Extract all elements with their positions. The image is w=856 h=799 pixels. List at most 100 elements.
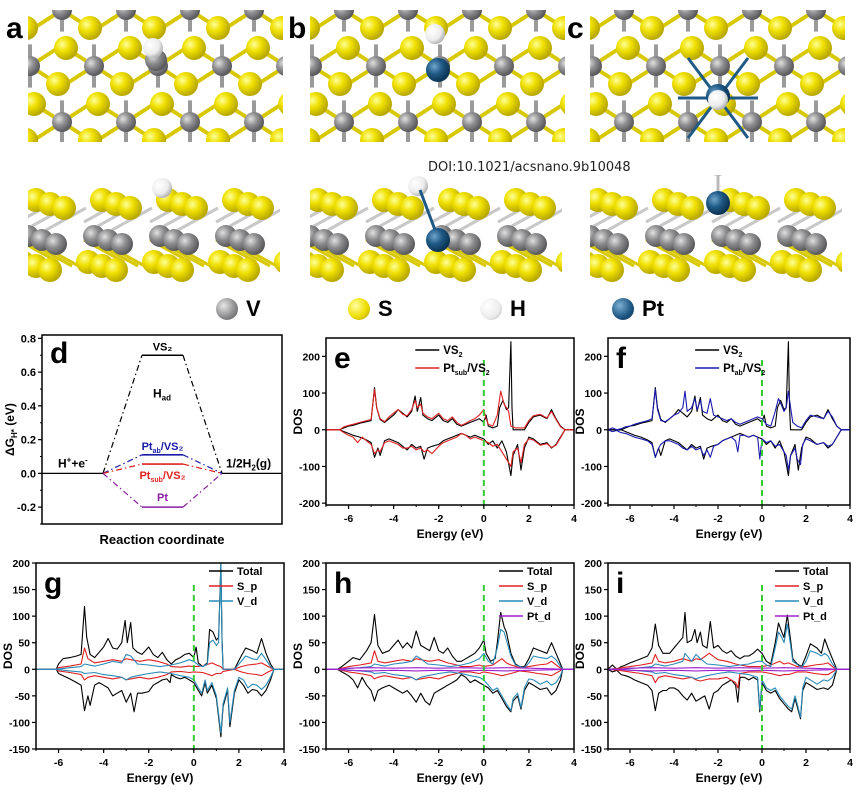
sulfur-atom [452, 258, 476, 282]
sulfur-atom [78, 128, 102, 142]
bond [310, 64, 314, 70]
chart-i-pdos: -150 -100 -50 0 50 100 150 200 -6 -4 -2 0 2 4 Energy (… [573, 558, 853, 785]
sulfur-atom [28, 92, 46, 116]
top-view-a [0, 0, 283, 252]
series-pt-ab-vs2-path-right [182, 454, 223, 474]
y-tick-label: -50 [587, 691, 602, 703]
bond [280, 122, 308, 140]
sulfur-atom [214, 0, 238, 4]
atom-legend-h: H [480, 296, 526, 322]
x-tick-label: -4 [669, 757, 678, 769]
sulfur-atom [208, 148, 232, 172]
sulfur-atom [288, 188, 312, 212]
bond [784, 160, 812, 178]
bond [532, 10, 536, 12]
bond [62, 10, 66, 12]
y-tick-label: 0.2 [21, 435, 36, 447]
bond [852, 216, 856, 234]
vanadium-atom [366, 56, 386, 76]
plot-frame [325, 337, 575, 506]
bond [248, 160, 276, 178]
bond [0, 234, 26, 252]
bond [620, 10, 624, 12]
y-tick-label: 0.0 [21, 468, 36, 480]
bond [624, 10, 628, 12]
platinum-atom-icon [612, 298, 634, 320]
panel-label-g: g [44, 567, 62, 600]
x-tick-label: 0 [759, 757, 765, 769]
bond [688, 10, 692, 12]
bond [540, 178, 568, 196]
sulfur-atom [836, 251, 842, 273]
sulfur-atom [520, 0, 544, 4]
plot-frame [325, 562, 575, 750]
sulfur-atom [520, 72, 544, 96]
bond [130, 160, 158, 178]
legend: VS2 Ptsub/VS2 [415, 345, 490, 377]
sulfur-atom [496, 0, 520, 4]
sulfur-atom [552, 16, 565, 40]
platinum-atom [706, 191, 730, 215]
bond [340, 10, 344, 12]
y-tick-label: 50 [590, 638, 602, 650]
sulfur-atom [304, 0, 328, 4]
sulfur-atom [666, 258, 690, 282]
bond [848, 48, 856, 66]
bond [252, 0, 280, 10]
vanadium-atom [590, 0, 610, 20]
vanadium-atom [607, 233, 629, 255]
y-tick-label: 150 [584, 585, 602, 597]
bond [284, 178, 312, 196]
vanadium-atom [525, 233, 547, 255]
bond [684, 10, 688, 12]
sulfur-atom [466, 196, 490, 220]
atom-legend-pt-label: Pt [642, 296, 664, 321]
plot-frame [607, 562, 851, 750]
vanadium-atom [646, 168, 666, 188]
y-tick-label: 0 [314, 425, 320, 437]
sulfur-atom [118, 148, 142, 172]
series-vs2-label: VS₂ [153, 341, 173, 353]
sulfur-atom [206, 128, 230, 142]
sulfur-atom [808, 148, 832, 172]
series-s-p-spin-down [326, 668, 574, 681]
legend-label: Ptsub/VS2 [443, 363, 490, 377]
x-tick-label: 0 [481, 513, 487, 525]
bond [564, 178, 592, 196]
bond [122, 10, 126, 12]
bond [572, 0, 600, 10]
panel-label-f: f [616, 342, 627, 375]
vanadium-atom [84, 56, 104, 76]
bond [194, 160, 222, 178]
series-pt-d-spin-up [608, 667, 850, 670]
legend-label: S_p [527, 581, 547, 593]
y-tick-label: 50 [18, 638, 30, 650]
y-tick-label: -100 [581, 461, 602, 473]
series-pt-ab-vs2-label: Ptab/VS₂ [142, 441, 184, 455]
x-tick-label: 0 [759, 513, 765, 525]
series-pt-label: Pt [157, 492, 168, 504]
sulfur-atom [768, 128, 792, 142]
sulfur-atom [464, 36, 488, 60]
y-tick-label: -100 [299, 717, 320, 729]
bond [280, 216, 308, 234]
vanadium-atom [526, 112, 546, 132]
sulfur-atom [278, 94, 283, 114]
y-tick-label: 200 [302, 351, 320, 363]
bond [28, 64, 32, 70]
vanadium-atom [398, 112, 418, 132]
sulfur-atom [840, 94, 845, 114]
y-tick-label: -200 [299, 498, 320, 510]
y-tick-label: -100 [299, 461, 320, 473]
y-tick-label: 0 [596, 664, 602, 676]
x-tick-label: -6 [54, 757, 63, 769]
atom-legend-v: V [216, 296, 261, 322]
side-view-c [590, 175, 842, 282]
plot-frame [41, 334, 283, 525]
top-view-b [208, 0, 610, 234]
legend-label: V_d [237, 596, 257, 608]
series-pt-ab-vs2-spin-down [608, 429, 850, 471]
legend-label: S_p [803, 581, 823, 593]
x-axis-label: Energy (eV) [127, 771, 194, 785]
y-tick-label: -100 [581, 717, 602, 729]
